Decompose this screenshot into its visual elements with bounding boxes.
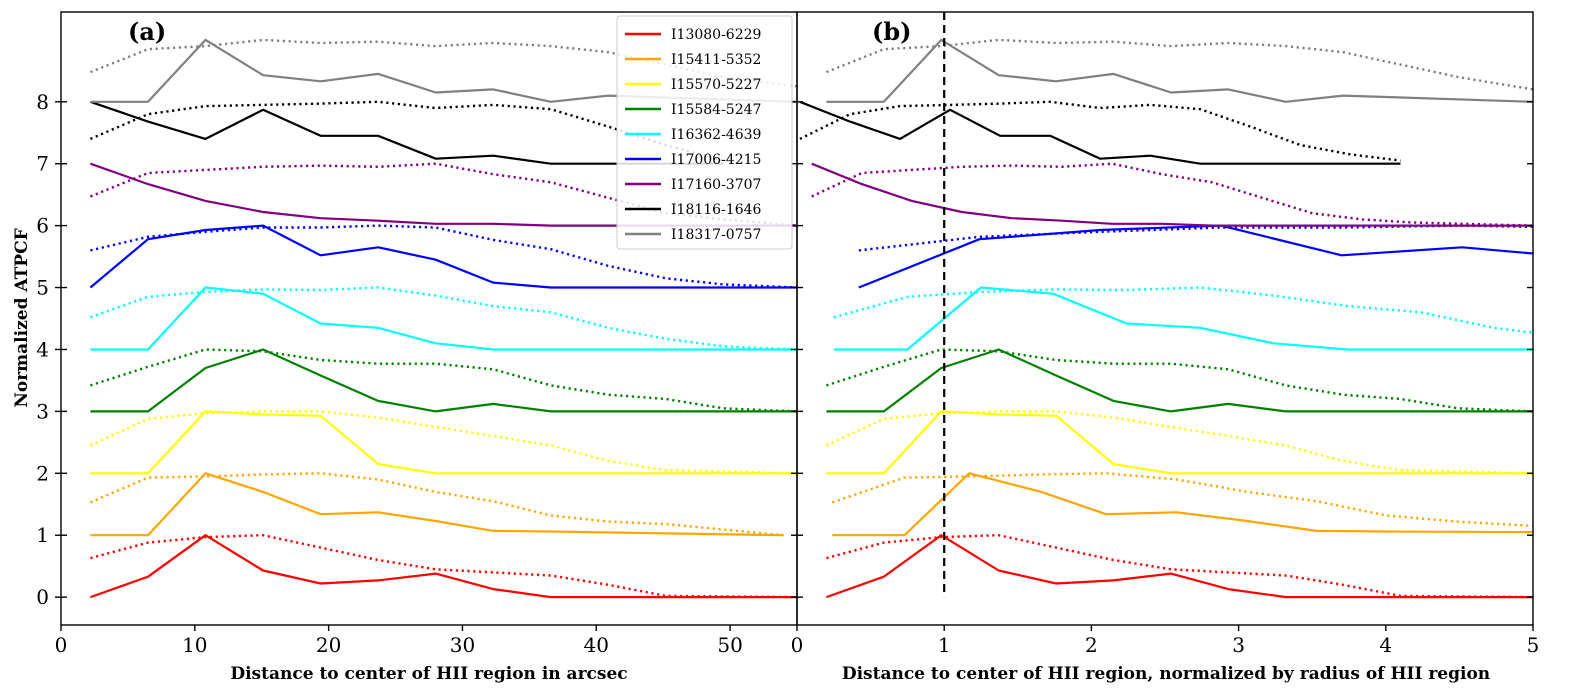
y-tick-label-5: 5 bbox=[36, 276, 49, 300]
x-tick-label-a-20: 20 bbox=[316, 633, 341, 657]
series-line-i17160-3707-dotted-panel-b bbox=[811, 162, 1533, 227]
series-line-i18317-0757-dotted-panel-b bbox=[825, 38, 1533, 91]
series-line-i17160-3707-solid-panel-a bbox=[90, 162, 797, 227]
series-line-i15411-5352-dotted-panel-b bbox=[831, 472, 1533, 528]
y-tick-label-2: 2 bbox=[36, 461, 49, 485]
series-line-i18317-0757-solid-panel-a bbox=[90, 38, 797, 103]
x-tick-label-a-10: 10 bbox=[182, 633, 207, 657]
x-tick-label-a-30: 30 bbox=[450, 633, 475, 657]
legend: I13080-6229 I15411-5352 I15570-5227 I15584-… bbox=[616, 15, 793, 250]
series-line-i15570-5227-solid-panel-a bbox=[90, 410, 797, 475]
series-line-i15570-5227-dotted-panel-b bbox=[825, 410, 1533, 475]
x-tick-label-b-3: 3 bbox=[1232, 633, 1245, 657]
series-line-i16362-4639-dotted-panel-b bbox=[833, 286, 1533, 334]
x-axis-label-b: Distance to center of HII region, normal… bbox=[842, 664, 1490, 684]
x-tick-label-a-0: 0 bbox=[55, 633, 68, 657]
legend-label-i18317-0757: I18317-0757 bbox=[671, 227, 761, 243]
series-line-i13080-6229-solid-panel-a bbox=[90, 534, 797, 599]
legend-label-i17160-3707: I17160-3707 bbox=[671, 177, 761, 193]
series-line-i17160-3707-solid-panel-b bbox=[811, 162, 1533, 227]
legend-label-i15570-5227: I15570-5227 bbox=[671, 77, 761, 93]
panel-frames bbox=[60, 11, 1534, 626]
panel-label-b: (b) bbox=[872, 17, 912, 46]
series-line-i15411-5352-solid-panel-a bbox=[90, 472, 784, 537]
panel-label-a: (a) bbox=[128, 17, 166, 46]
x-axis-label-a: Distance to center of HII region in arcs… bbox=[230, 664, 627, 684]
legend-label-i18116-1646: I18116-1646 bbox=[671, 202, 762, 218]
series-line-i18116-1646-dotted-panel-a bbox=[89, 100, 724, 162]
series-line-i16362-4639-dotted-panel-a bbox=[89, 286, 797, 351]
series-line-i15570-5227-solid-panel-b bbox=[826, 410, 1533, 475]
y-tick-label-6: 6 bbox=[36, 214, 49, 238]
x-tick-label-b-5: 5 bbox=[1527, 633, 1540, 657]
panel-b-series bbox=[799, 12, 1533, 599]
series-line-i15584-5247-solid-panel-b bbox=[826, 348, 1533, 413]
series-line-i17006-4215-dotted-panel-a bbox=[90, 224, 797, 289]
y-tick-label-7: 7 bbox=[36, 152, 49, 176]
series-line-i16362-4639-solid-panel-a bbox=[90, 286, 797, 351]
series-line-i18116-1646-dotted-panel-b bbox=[799, 100, 1401, 162]
panel-frame-b bbox=[796, 11, 1534, 626]
legend-label-i17006-4215: I17006-4215 bbox=[671, 152, 761, 168]
series-line-i18116-1646-solid-panel-b bbox=[799, 100, 1401, 165]
series-line-i15411-5352-dotted-panel-a bbox=[89, 472, 784, 537]
y-tick-label-4: 4 bbox=[36, 337, 49, 361]
series-lines-layer bbox=[89, 12, 1533, 599]
y-tick-label-3: 3 bbox=[36, 399, 49, 423]
axis-text: Normalized ATPCF Distance to center of H… bbox=[12, 17, 1490, 684]
y-tick-label-0: 0 bbox=[36, 585, 49, 609]
series-line-i16362-4639-solid-panel-b bbox=[833, 286, 1533, 351]
x-tick-label-b-1: 1 bbox=[938, 633, 951, 657]
x-tick-label-a-40: 40 bbox=[584, 633, 609, 657]
series-line-i17006-4215-solid-panel-b bbox=[858, 224, 1533, 289]
series-line-i18317-0757-solid-panel-b bbox=[826, 38, 1533, 103]
series-line-i15584-5247-dotted-panel-a bbox=[90, 348, 797, 413]
series-line-i15584-5247-solid-panel-a bbox=[90, 348, 797, 413]
series-line-i17006-4215-solid-panel-a bbox=[89, 224, 797, 289]
y-axis-label: Normalized ATPCF bbox=[12, 228, 32, 407]
y-tick-label-8: 8 bbox=[36, 90, 49, 114]
panel-a-series bbox=[89, 38, 797, 599]
x-tick-label-b-4: 4 bbox=[1379, 633, 1392, 657]
y-tick-label-1: 1 bbox=[36, 523, 49, 547]
series-line-i18116-1646-solid-panel-a bbox=[90, 100, 724, 165]
series-line-i15411-5352-solid-panel-b bbox=[832, 472, 1533, 537]
axis-ticks: 0 10 20 30 40 50 0 1 2 3 4 5 6 7 8 0 1 2 3 4 5 bbox=[36, 90, 1539, 657]
x-tick-label-a-50: 50 bbox=[717, 633, 742, 657]
series-line-i13080-6229-dotted-panel-a bbox=[90, 534, 797, 599]
series-line-i13080-6229-solid-panel-b bbox=[826, 534, 1533, 599]
series-line-i13080-6229-dotted-panel-b bbox=[826, 534, 1533, 599]
legend-label-i13080-6229: I13080-6229 bbox=[671, 27, 761, 43]
x-tick-label-b-0: 0 bbox=[791, 633, 804, 657]
legend-box bbox=[616, 15, 793, 250]
legend-label-i15584-5247: I15584-5247 bbox=[671, 102, 761, 118]
legend-label-i16362-4639: I16362-4639 bbox=[671, 127, 761, 143]
x-tick-label-b-2: 2 bbox=[1085, 633, 1098, 657]
legend-label-i15411-5352: I15411-5352 bbox=[671, 52, 761, 68]
series-line-i15570-5227-dotted-panel-a bbox=[89, 410, 797, 475]
series-line-i15584-5247-dotted-panel-b bbox=[826, 348, 1533, 413]
